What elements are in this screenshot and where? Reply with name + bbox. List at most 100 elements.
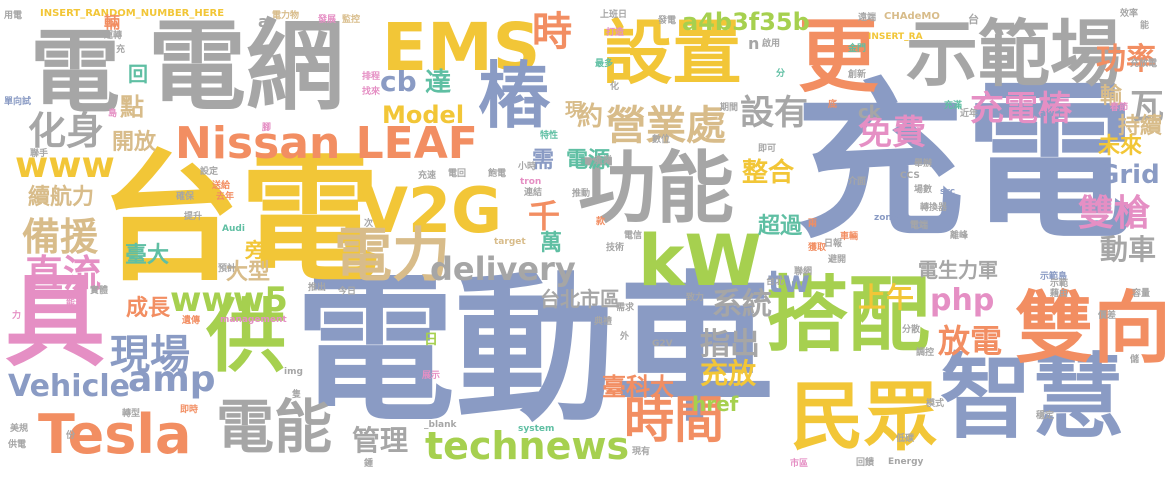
word-ccs: CCS <box>900 171 920 181</box>
word-approximately: 約 <box>577 102 604 132</box>
word-beside: 旁 <box>245 238 265 262</box>
word-minute: 分 <box>776 69 786 79</box>
word-dispersed: 分散 <box>902 325 921 335</box>
word-g2v: G2V <box>652 339 673 349</box>
word-give: 送給 <box>212 181 231 191</box>
word-power-supply: 供電 <box>8 440 27 450</box>
word-networking: 聯網 <box>794 267 813 277</box>
word-target: target <box>494 237 526 247</box>
word-store: 儲 <box>1130 355 1140 365</box>
word-morning: 上午 <box>858 281 915 314</box>
word-nissan-leaf: Nissan LEAF <box>175 118 478 169</box>
word-electricity-use: 用電 <box>4 11 23 21</box>
word-demo-site: 示範場 <box>906 12 1123 96</box>
word-ceremony: 典禮 <box>594 317 613 327</box>
word-pairing: 搭配 <box>766 268 931 363</box>
word-insert-ra: INSERT_RA <box>868 32 923 42</box>
word-hour: 時 <box>532 9 572 55</box>
word-setting: 設定 <box>200 167 219 177</box>
word-launch: 啟用 <box>762 39 781 49</box>
word-power-things: 電力物 <box>272 11 300 21</box>
word-php: php <box>930 283 995 318</box>
word-business-office: 營業處 <box>606 103 726 149</box>
word-input: 輸 <box>1100 84 1123 109</box>
word-direct-current: 直流 <box>25 252 102 296</box>
word-grid-en: Grid <box>1098 160 1160 190</box>
word-demo-island: 示範島 <box>1040 272 1068 282</box>
word-discharge: 放電 <box>938 322 1003 360</box>
word-demo: 示範 <box>1050 279 1069 289</box>
word-avoid: 避開 <box>828 255 847 265</box>
word-on-site: 現場 <box>110 332 190 378</box>
word-force: 力 <box>12 311 22 321</box>
word-day: 日 <box>424 332 438 348</box>
word-vehicle: Vehicle <box>8 369 130 404</box>
word-partner: 聯手 <box>30 149 49 159</box>
word-fast-charge: 充速 <box>418 171 437 181</box>
word-site-count: 場數 <box>914 185 933 195</box>
word-us-spec: 美規 <box>10 424 29 434</box>
word-end: 底 <box>828 100 838 110</box>
word-price-gap: 價差 <box>1098 311 1117 321</box>
word-monitor: 監控 <box>342 15 361 25</box>
word-converter: 轉換器 <box>920 203 948 213</box>
word-zoneid: zoneid <box>874 213 908 223</box>
word-more: 更 <box>798 10 878 103</box>
word-develop: 發展 <box>318 15 337 25</box>
word-exhibit: 展示 <box>422 371 441 381</box>
word-pile: 樁 <box>478 54 551 138</box>
word-two: 兩 <box>808 219 818 229</box>
word-vehicle-count: 輛 <box>104 13 121 32</box>
word-audi: Audi <box>222 224 245 234</box>
word-public: 民眾 <box>790 374 938 460</box>
word-can: 能 <box>1140 21 1150 31</box>
word-n: n <box>748 34 760 53</box>
word-times: 次 <box>364 219 374 229</box>
word-incarnation: 化身 <box>28 109 105 153</box>
word-electric: 電 <box>30 20 120 125</box>
word-power: 電力 <box>334 221 451 289</box>
word-ensure: 確保 <box>176 192 195 202</box>
word-model-count: 款 <box>596 217 606 227</box>
word-recent-years: 近年 <box>960 109 979 119</box>
word-cb: cb <box>380 65 417 98</box>
word-delivery: delivery <box>430 250 576 288</box>
word-function: 功能 <box>578 144 735 234</box>
word-point: 點 <box>120 93 144 121</box>
word-taipei: 台北 <box>766 277 785 287</box>
word-ntu: 臺大 <box>125 243 170 268</box>
word-power-return: 電回 <box>448 169 467 179</box>
word-improve: 提升 <box>184 212 203 222</box>
word-innovation: 創新 <box>848 70 867 80</box>
word-one-way-test: 單向試 <box>4 97 32 107</box>
word-growth: 成長 <box>126 296 171 321</box>
word-ten-thousand: 萬 <box>540 231 563 256</box>
word-time: 時間 <box>624 391 724 449</box>
word-digital: 數位 <box>652 135 671 145</box>
word-workday: 上班日 <box>600 10 628 20</box>
word-need: 需 <box>532 148 555 173</box>
word-href: href <box>692 392 739 416</box>
word-grid: 電網 <box>148 10 345 124</box>
word-existing: 現有 <box>632 447 651 457</box>
word-charge-discharge: 充放 <box>700 357 757 390</box>
word-transform: 轉型 <box>122 409 141 419</box>
word-full-charge: 飽電 <box>488 169 507 179</box>
word-full: 充滿 <box>944 101 963 111</box>
word-feature: 特性 <box>540 131 559 141</box>
word-schedule: 排程 <box>362 72 381 82</box>
word-watt: 瓦 <box>1130 87 1164 127</box>
word-period: 期間 <box>720 103 739 113</box>
word-smart: 智慧 <box>940 344 1125 451</box>
word-integrate: 整合 <box>742 158 795 188</box>
word-www5: www5 <box>170 280 288 320</box>
word-generation: 發電 <box>658 16 677 26</box>
word-energy: 能源 <box>66 299 85 309</box>
word-range: 續航力 <box>28 185 95 210</box>
word-charge-discharge-small: 充放電 <box>1130 59 1158 69</box>
word-setup: 設置 <box>602 12 742 94</box>
word-regulate: 調控 <box>916 348 935 358</box>
word-foot: 腳 <box>262 123 272 133</box>
word-obtain: 獲取 <box>808 243 827 253</box>
